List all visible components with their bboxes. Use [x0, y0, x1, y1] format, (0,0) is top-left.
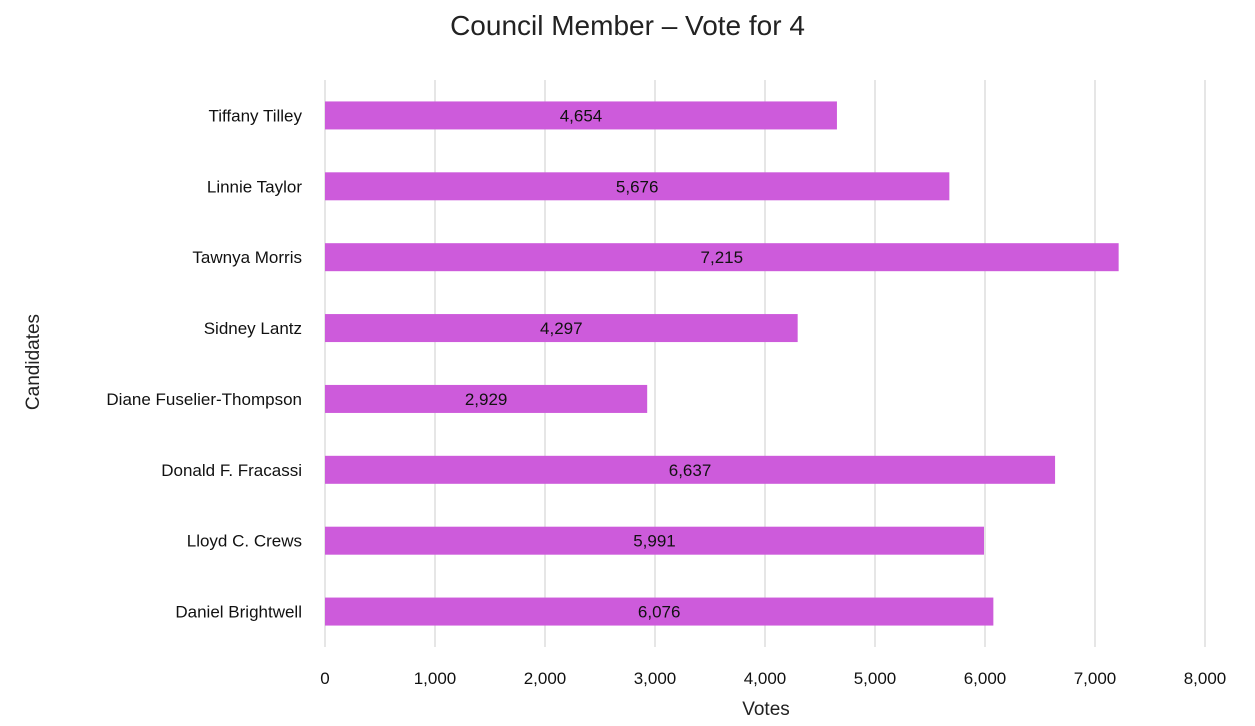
category-label: Daniel Brightwell — [175, 603, 302, 622]
gridlines — [324, 80, 1206, 647]
bar — [325, 314, 798, 343]
bar — [325, 384, 648, 413]
bar — [325, 526, 985, 555]
category-label: Diane Fuselier-Thompson — [106, 390, 302, 409]
category-label: Sidney Lantz — [204, 319, 302, 338]
x-tick-label: 1,000 — [414, 669, 457, 688]
category-label: Linnie Taylor — [207, 177, 302, 196]
bar — [325, 172, 950, 201]
data-label: 4,654 — [560, 106, 603, 125]
data-label: 2,929 — [465, 390, 508, 409]
data-label: 5,991 — [633, 532, 676, 551]
data-label: 5,676 — [616, 177, 659, 196]
data-label: 4,297 — [540, 319, 583, 338]
x-tick-label: 4,000 — [744, 669, 787, 688]
chart-title: Council Member – Vote for 4 — [450, 10, 805, 41]
category-label: Lloyd C. Crews — [187, 532, 302, 551]
data-label: 6,076 — [638, 603, 681, 622]
category-labels: Tiffany Tilley Linnie Taylor Tawnya Morris… — [106, 106, 302, 621]
bar — [325, 455, 1056, 484]
category-label: Tawnya Morris — [192, 248, 302, 267]
bar — [325, 101, 837, 130]
x-axis-title: Votes — [742, 699, 790, 720]
data-label: 7,215 — [701, 248, 744, 267]
bars: 4,654 5,676 7,215 4,297 2,929 6,637 5,991 6,076 — [325, 101, 1119, 626]
bar — [325, 597, 994, 626]
x-tick-label: 3,000 — [634, 669, 677, 688]
x-tick-label: 2,000 — [524, 669, 567, 688]
data-label: 6,637 — [669, 461, 712, 480]
category-label: Donald F. Fracassi — [161, 461, 302, 480]
x-tick-label: 6,000 — [964, 669, 1007, 688]
x-tick-label: 8,000 — [1184, 669, 1227, 688]
x-tick-label: 0 — [320, 669, 329, 688]
category-label: Tiffany Tilley — [208, 106, 302, 125]
y-axis-title: Candidates — [23, 314, 44, 410]
x-tick-label: 5,000 — [854, 669, 897, 688]
x-tick-label: 7,000 — [1074, 669, 1117, 688]
bar — [325, 243, 1119, 272]
x-tick-labels: 0 1,000 2,000 3,000 4,000 5,000 6,000 7,000 8,00… — [320, 669, 1226, 688]
